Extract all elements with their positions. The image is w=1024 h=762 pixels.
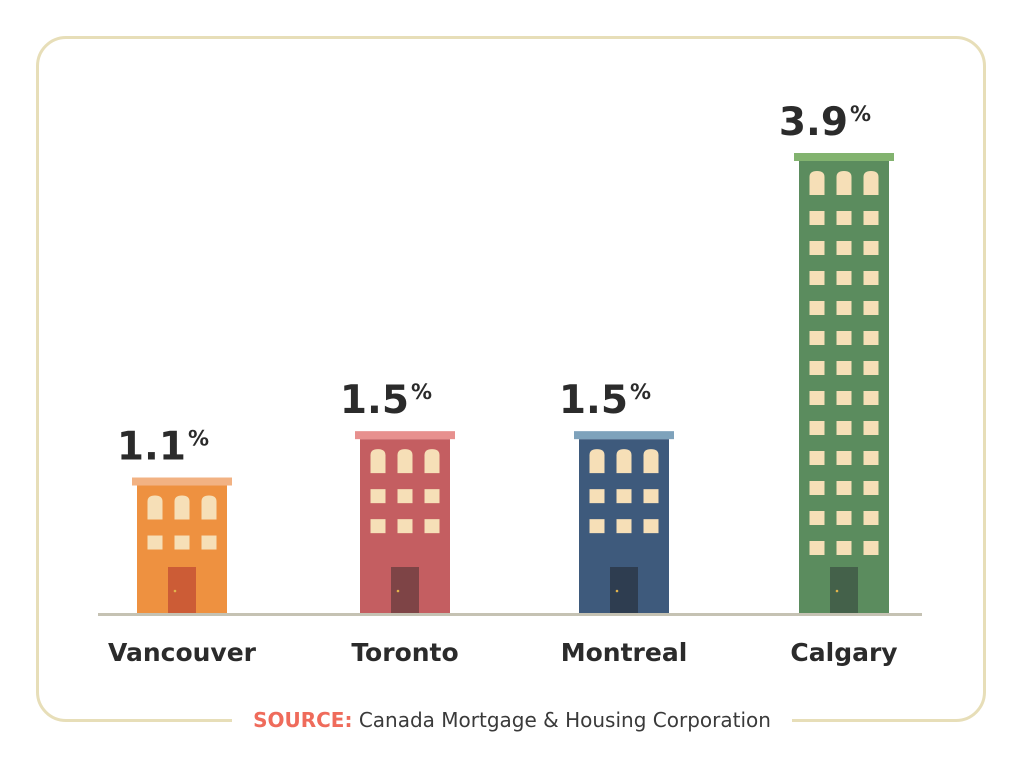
window xyxy=(809,331,825,345)
window xyxy=(370,449,386,474)
window xyxy=(863,331,879,345)
window xyxy=(174,535,190,550)
bar-building-calgary xyxy=(799,161,889,613)
data-label-value: 1.5 xyxy=(559,378,628,423)
window xyxy=(863,541,879,555)
source-text: Canada Mortgage & Housing Corporation xyxy=(358,708,771,732)
source-line: SOURCE: Canada Mortgage & Housing Corpor… xyxy=(0,708,1024,732)
window xyxy=(836,171,852,195)
door-knob xyxy=(615,589,619,593)
category-label: Vancouver xyxy=(108,638,257,667)
data-label-unit: % xyxy=(411,380,432,404)
window xyxy=(201,535,217,550)
window xyxy=(370,489,386,504)
window xyxy=(863,361,879,375)
window xyxy=(809,481,825,495)
window xyxy=(836,211,852,225)
window xyxy=(863,451,879,465)
window xyxy=(863,481,879,495)
window xyxy=(397,519,413,534)
window xyxy=(809,271,825,285)
window xyxy=(836,511,852,525)
window xyxy=(863,271,879,285)
window xyxy=(424,489,440,504)
window xyxy=(863,241,879,255)
window xyxy=(643,489,659,504)
category-label: Montreal xyxy=(561,638,688,667)
data-label-unit: % xyxy=(850,102,871,126)
bar-roof xyxy=(132,477,232,486)
frame-gap xyxy=(232,710,792,740)
window xyxy=(809,171,825,195)
bar-door xyxy=(168,567,196,613)
door-knob xyxy=(396,589,400,593)
data-label-unit: % xyxy=(188,427,209,451)
window xyxy=(809,511,825,525)
data-label-value: 1.5 xyxy=(340,378,409,423)
category-label: Calgary xyxy=(790,638,897,667)
bar-door xyxy=(610,567,638,613)
window xyxy=(809,421,825,435)
window xyxy=(809,451,825,465)
window xyxy=(836,271,852,285)
window xyxy=(836,301,852,315)
window xyxy=(836,421,852,435)
window xyxy=(863,391,879,405)
window xyxy=(809,241,825,255)
window xyxy=(643,449,659,474)
data-label-value: 1.1 xyxy=(117,425,186,470)
window xyxy=(616,489,632,504)
window xyxy=(589,519,605,534)
window xyxy=(836,391,852,405)
window xyxy=(616,519,632,534)
window xyxy=(201,495,217,520)
baseline xyxy=(98,613,922,616)
window xyxy=(863,171,879,195)
window xyxy=(809,301,825,315)
window xyxy=(836,541,852,555)
window xyxy=(836,451,852,465)
window xyxy=(424,519,440,534)
window xyxy=(397,449,413,474)
bar-roof xyxy=(794,153,894,161)
window xyxy=(836,361,852,375)
window xyxy=(863,301,879,315)
window xyxy=(643,519,659,534)
window xyxy=(836,241,852,255)
window xyxy=(836,481,852,495)
bar-door xyxy=(830,567,858,613)
window xyxy=(589,489,605,504)
data-label-value: 3.9 xyxy=(779,100,848,145)
door-knob xyxy=(835,589,839,593)
window xyxy=(863,211,879,225)
window xyxy=(863,421,879,435)
door-knob xyxy=(173,589,177,593)
window xyxy=(836,331,852,345)
window xyxy=(863,511,879,525)
window xyxy=(147,535,163,550)
window xyxy=(809,211,825,225)
bar-roof xyxy=(574,431,674,440)
source-label: SOURCE: xyxy=(253,708,353,732)
window xyxy=(424,449,440,474)
window xyxy=(589,449,605,474)
window xyxy=(809,361,825,375)
bar-door xyxy=(391,567,419,613)
window xyxy=(809,541,825,555)
window xyxy=(174,495,190,520)
window xyxy=(147,495,163,520)
window xyxy=(370,519,386,534)
data-label-unit: % xyxy=(630,380,651,404)
window xyxy=(809,391,825,405)
bar-roof xyxy=(355,431,455,440)
window xyxy=(397,489,413,504)
category-label: Toronto xyxy=(351,638,458,667)
window xyxy=(616,449,632,474)
